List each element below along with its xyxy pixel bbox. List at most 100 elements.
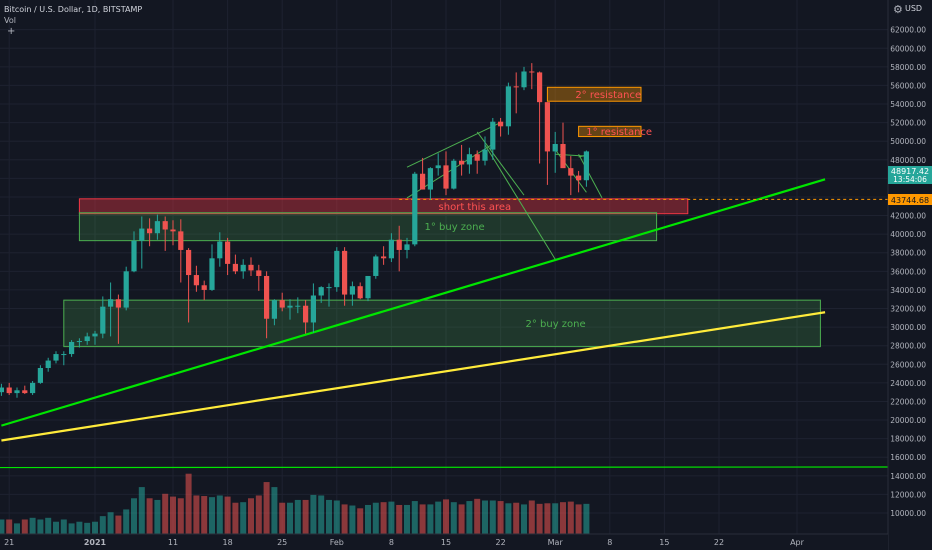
price-axis[interactable]: 10000.00 12000.00 14000.00 16000.00 18000.00… [887, 0, 932, 550]
time-tick-label: 11 [168, 538, 178, 547]
candle-body [521, 71, 527, 88]
price-tick-label: 20000.00 [890, 416, 926, 425]
chart-header: Bitcoin / U.S. Dollar, 1D, BITSTAMP Vol [4, 4, 142, 26]
candle-body [170, 229, 176, 232]
candle-body [396, 239, 402, 250]
price-badges: 48917.42 13:54:06 43744.68 [888, 166, 932, 205]
volume-bar [294, 499, 301, 534]
candle-body [388, 239, 394, 259]
volume-bar [443, 499, 449, 534]
gear-icon[interactable]: ⚙ [893, 3, 903, 16]
price-tick-label: 54000.00 [890, 100, 926, 109]
candle-body [357, 286, 363, 299]
price-tick-label: 12000.00 [890, 490, 926, 499]
currency-label[interactable]: USD [905, 4, 923, 13]
price-tick-label: 58000.00 [890, 63, 926, 72]
volume-bar [14, 523, 20, 534]
candle-body [303, 305, 309, 323]
symbol-title[interactable]: Bitcoin / U.S. Dollar, 1D, BITSTAMP [4, 5, 143, 14]
volume-bar [146, 498, 153, 534]
volume-bar [396, 504, 403, 534]
volume-bars [0, 466, 889, 534]
candle-body [217, 241, 223, 259]
wedge-line [406, 143, 494, 199]
volume-label[interactable]: Vol [4, 16, 16, 25]
volume-bar [365, 504, 371, 534]
volume-bar [224, 496, 231, 534]
price-tick-label: 52000.00 [890, 119, 926, 128]
candle-body [193, 275, 199, 286]
candle-body [349, 286, 355, 295]
time-tick-label: 15 [441, 538, 451, 547]
candle-body [482, 149, 488, 161]
candle-body [53, 354, 59, 361]
volume-bar [170, 496, 176, 534]
candle-body [287, 305, 293, 308]
time-axis[interactable]: 21 2021 11 18 25 Feb 8 15 22 Mar 8 15 22 Apr [0, 533, 888, 550]
volume-bar [177, 498, 184, 534]
grid-lines [0, 0, 888, 534]
time-tick-label: 21 [4, 538, 14, 547]
price-tick-label: 24000.00 [890, 379, 926, 388]
volume-bar [21, 519, 28, 534]
candle-body [30, 382, 36, 394]
time-tick-label: 18 [223, 538, 233, 547]
zone-resistance [578, 125, 642, 138]
candle-body [69, 341, 75, 355]
price-tick-label: 34000.00 [890, 286, 926, 295]
zone-buy [63, 299, 821, 348]
zone-resistance [546, 86, 642, 102]
volume-bar [255, 495, 262, 534]
time-tick-label: 15 [659, 538, 669, 547]
candle-body [108, 299, 114, 307]
price-tick-label: 32000.00 [890, 305, 926, 314]
volume-bar [357, 508, 364, 534]
yellow-trendline [1, 311, 826, 442]
candle-body [248, 264, 254, 271]
volume-bar [404, 504, 410, 534]
volume-bar [154, 499, 161, 534]
candle-body [61, 354, 67, 356]
price-tick-label: 48000.00 [890, 156, 926, 165]
candle-body [154, 221, 160, 234]
volume-bar [450, 502, 457, 534]
candle-body [529, 71, 535, 73]
candle-body [225, 241, 231, 264]
candle-body [264, 275, 270, 319]
countdown-label: 13:54:06 [893, 175, 927, 184]
volume-bar [583, 503, 590, 534]
volume-bar [29, 517, 36, 534]
volume-bar [380, 502, 387, 534]
volume-bar [513, 502, 520, 534]
volume-bar [248, 498, 254, 534]
candle-body [6, 387, 12, 394]
candle-body [326, 287, 332, 289]
candle-body [544, 102, 550, 152]
candle-body [37, 367, 43, 383]
volume-bar [497, 501, 504, 534]
price-tick-label: 14000.00 [890, 472, 926, 481]
volume-bar [193, 495, 200, 534]
candle-body [115, 299, 121, 308]
candle-body [162, 221, 168, 230]
volume-bar [318, 495, 325, 534]
price-tick-label: 40000.00 [890, 230, 926, 239]
wedge-line [484, 144, 556, 260]
plus-icon[interactable]: + [7, 26, 16, 37]
volume-bar [279, 502, 286, 534]
volume-bar [216, 495, 223, 534]
price-tick-label: 60000.00 [890, 44, 926, 53]
volume-bar [162, 493, 169, 534]
volume-bar [240, 502, 247, 534]
candle-body [76, 341, 82, 343]
volume-bar [287, 502, 293, 534]
candle-body [232, 263, 238, 272]
volume-bar [419, 504, 426, 534]
price-tick-label: 36000.00 [890, 267, 926, 276]
candle-body [139, 228, 145, 241]
time-tick-label: 25 [277, 538, 287, 547]
volume-bar [138, 487, 145, 534]
volume-bar [349, 505, 356, 534]
volume-bar [232, 502, 239, 534]
